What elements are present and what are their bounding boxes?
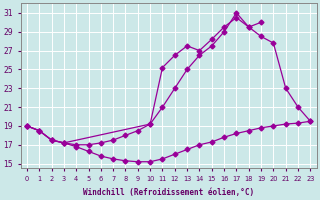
X-axis label: Windchill (Refroidissement éolien,°C): Windchill (Refroidissement éolien,°C) — [83, 188, 254, 197]
